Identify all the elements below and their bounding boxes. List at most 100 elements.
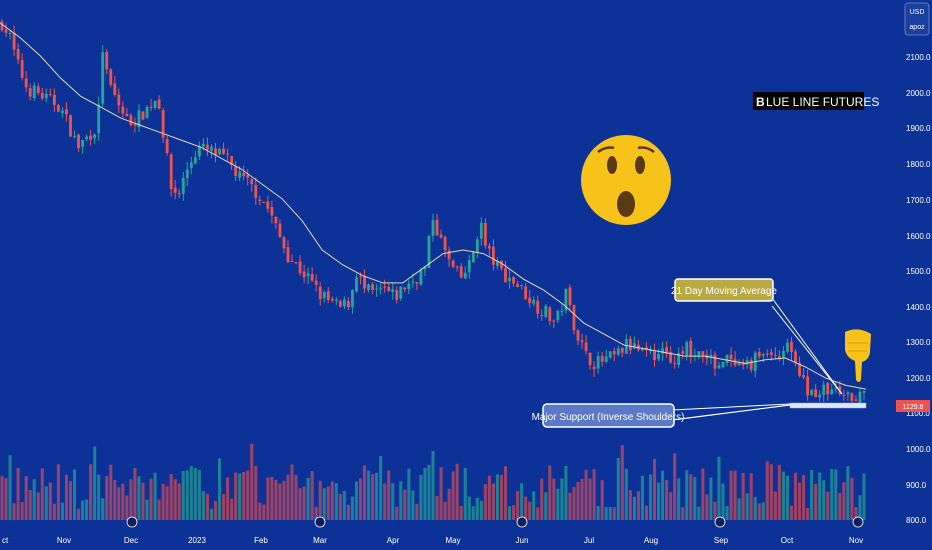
candle xyxy=(318,286,322,300)
volume-bar xyxy=(415,503,419,520)
volume-bar xyxy=(681,507,685,520)
candle xyxy=(657,353,660,360)
time-axis[interactable]: ct Nov Dec 2023 Feb Mar Apr May Jun Jul Aug Sep Oct N… xyxy=(2,516,864,545)
candle xyxy=(725,354,729,363)
candle xyxy=(504,268,507,283)
price-tick-label: 1600.0 xyxy=(906,232,931,241)
candle xyxy=(322,292,326,298)
candle xyxy=(572,304,576,331)
volume-bar xyxy=(85,499,89,520)
volume-bar xyxy=(375,472,379,520)
candle xyxy=(65,109,68,115)
volume-bar xyxy=(604,507,608,520)
volume-bar xyxy=(217,458,222,520)
event-marker-icon[interactable] xyxy=(126,516,138,528)
candle xyxy=(153,100,157,108)
volume-bar xyxy=(798,482,802,520)
volume-bar xyxy=(483,484,487,520)
candle xyxy=(367,284,370,291)
candle xyxy=(431,220,435,236)
time-tick-label: Apr xyxy=(387,536,400,545)
support-zone xyxy=(789,402,867,409)
event-marker-icon[interactable] xyxy=(516,516,528,528)
price-tick-label: 2100.0 xyxy=(906,53,931,62)
candle xyxy=(568,287,572,306)
candle xyxy=(701,351,705,356)
volume-bar xyxy=(20,502,24,520)
volume-bar xyxy=(729,470,733,520)
time-tick-label: Nov xyxy=(849,536,863,545)
candle xyxy=(201,143,205,147)
volume-bar xyxy=(733,470,737,520)
candle xyxy=(375,288,379,290)
volume-bar xyxy=(258,502,262,520)
candle xyxy=(520,285,524,287)
volume-bar xyxy=(278,483,282,520)
candle xyxy=(773,355,777,357)
volume-bar xyxy=(286,474,290,520)
candle xyxy=(794,351,797,364)
volume-bar xyxy=(169,474,173,520)
candle xyxy=(512,277,515,284)
volume-bar xyxy=(657,482,661,520)
candle xyxy=(141,111,145,120)
time-tick-label: Sep xyxy=(714,536,729,545)
moving-average-line xyxy=(0,22,867,390)
event-marker-icon[interactable] xyxy=(714,516,726,528)
candle xyxy=(641,348,644,351)
candle xyxy=(528,297,532,303)
candle xyxy=(391,289,395,292)
candle xyxy=(443,236,447,251)
candle xyxy=(0,21,4,31)
volume-bar xyxy=(423,468,427,520)
candle xyxy=(423,266,427,270)
candle xyxy=(516,284,519,288)
volume-bar xyxy=(564,465,568,520)
candle xyxy=(427,235,431,269)
price-axis[interactable]: 2100.0 2000.0 1900.0 1800.0 1700.0 1600.0 1500… xyxy=(906,53,931,525)
candle xyxy=(270,206,274,216)
time-tick-label: Jul xyxy=(584,536,594,545)
time-tick-label: Aug xyxy=(644,536,658,545)
candle xyxy=(379,288,383,290)
candle xyxy=(210,146,213,151)
volume-bar xyxy=(451,471,455,520)
candle xyxy=(334,299,338,301)
volume-bar xyxy=(777,464,781,520)
volume-bar xyxy=(479,500,483,520)
event-marker-icon[interactable] xyxy=(852,516,864,528)
candle xyxy=(234,166,238,176)
volume-bar xyxy=(463,468,467,520)
volume-bar xyxy=(362,465,367,520)
candle xyxy=(612,350,616,355)
candle xyxy=(620,347,624,353)
candle xyxy=(673,362,677,364)
volume-bar xyxy=(475,497,479,520)
volume-bar xyxy=(495,474,499,520)
volume-bar xyxy=(713,501,717,520)
brand-name: LUE LINE FUTURES xyxy=(766,95,879,109)
candle xyxy=(592,366,596,370)
volume-bar xyxy=(572,486,576,520)
candle xyxy=(61,110,64,113)
candle xyxy=(137,110,141,128)
volume-bar xyxy=(471,506,475,520)
candle xyxy=(810,389,814,396)
scale-currency: USD xyxy=(910,9,925,16)
volume-bar xyxy=(358,478,363,520)
volume-bar xyxy=(407,468,411,520)
candle xyxy=(500,260,503,269)
volume-bar xyxy=(133,468,137,520)
candle xyxy=(455,266,459,268)
candle xyxy=(230,156,234,166)
scale-box[interactable] xyxy=(904,2,930,36)
candle xyxy=(814,389,818,398)
candle xyxy=(266,201,270,209)
candle xyxy=(818,394,822,398)
candle xyxy=(576,330,580,341)
volume-bar xyxy=(290,464,294,520)
volume-bar xyxy=(427,464,431,520)
event-marker-icon[interactable] xyxy=(314,516,326,528)
volume-bar xyxy=(266,477,270,520)
